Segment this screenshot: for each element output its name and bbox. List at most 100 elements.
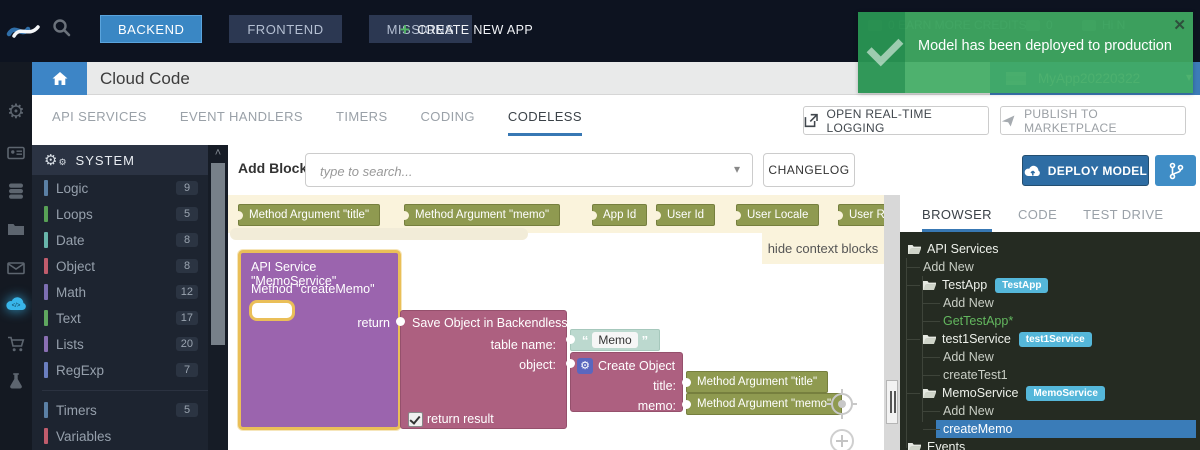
tree-item-add-new[interactable]: Add New — [900, 258, 1200, 276]
category-lists[interactable]: Lists 20 — [32, 331, 208, 357]
panel-tab-test-drive[interactable]: TEST DRIVE — [1083, 207, 1164, 222]
string-value[interactable]: Memo — [592, 332, 638, 348]
zoom-in-button[interactable] — [828, 427, 856, 450]
tree-folder-memoservice[interactable]: MemoService MemoService — [900, 384, 1200, 402]
tree-folder-testapp[interactable]: TestApp TestApp — [900, 276, 1200, 294]
context-block[interactable]: User Ro — [833, 204, 884, 226]
scroll-up-arrow[interactable]: ˄ — [214, 147, 222, 159]
block-search-input[interactable] — [318, 155, 722, 187]
search-icon[interactable] — [52, 18, 72, 38]
panel-tab-browser[interactable]: BROWSER — [922, 207, 992, 232]
gears-icon: ⚙⚙ — [44, 151, 68, 169]
workspace-tab-backend[interactable]: BACKEND — [100, 15, 203, 43]
tab-timers[interactable]: TIMERS — [336, 109, 388, 124]
context-block[interactable]: User Locale — [731, 204, 820, 226]
section-nav-row: API SERVICES EVENT HANDLERS TIMERS CODING CO… — [32, 95, 1200, 145]
create-new-app-button[interactable]: + CREATE NEW APP — [400, 20, 534, 39]
sidebar-system-header[interactable]: ⚙⚙ SYSTEM — [32, 145, 208, 175]
tree-guide-line — [922, 276, 923, 422]
publish-to-marketplace-button[interactable]: PUBLISH TO MARKETPLACE — [1000, 106, 1186, 135]
tab-coding[interactable]: CODING — [420, 109, 475, 124]
block-categories-sidebar: ⚙⚙ SYSTEM Logic 9 Loops 5 Date 8 Object 8 Math 12… — [32, 145, 208, 450]
changelog-button[interactable]: CHANGELOG — [763, 153, 855, 187]
tab-codeless[interactable]: CODELESS — [507, 109, 582, 136]
context-block[interactable]: Method Argument "title" — [233, 204, 381, 226]
marketplace-cart-icon[interactable] — [0, 327, 32, 361]
category-text[interactable]: Text 17 — [32, 305, 208, 331]
messaging-mail-icon[interactable] — [0, 251, 32, 285]
backendless-logo-icon[interactable] — [6, 16, 42, 44]
codeless-canvas[interactable]: Add Block: ▾ CHANGELOG Method Argument "… — [228, 145, 884, 450]
memo-string-block[interactable]: “ Memo ” — [566, 329, 660, 351]
method-argument-title-block[interactable]: Method Argument "title" — [681, 371, 829, 393]
category-date[interactable]: Date 8 — [32, 227, 208, 253]
context-strip-scrollbar[interactable] — [230, 228, 528, 240]
deploy-model-button[interactable]: DEPLOY MODEL — [1022, 155, 1149, 186]
context-blocks-strip: Method Argument "title" Method Argument "… — [228, 195, 884, 233]
tree-folder-test1service[interactable]: test1Service test1Service — [900, 330, 1200, 348]
center-canvas-button[interactable] — [826, 388, 858, 420]
context-block[interactable]: Method Argument "memo" — [399, 204, 561, 226]
left-icon-rail: ⚙ </> — [0, 62, 32, 450]
tree-item-creatememo[interactable]: createMemo — [900, 420, 1200, 438]
service-badge: TestApp — [995, 277, 1049, 293]
folder-icon — [923, 334, 936, 344]
category-loops[interactable]: Loops 5 — [32, 201, 208, 227]
tree-folder-api-services[interactable]: API Services — [900, 240, 1200, 258]
git-branch-button[interactable] — [1155, 155, 1196, 186]
category-math[interactable]: Math 12 — [32, 279, 208, 305]
tab-event-handlers[interactable]: EVENT HANDLERS — [179, 109, 303, 124]
block-search-combobox[interactable]: ▾ — [305, 153, 753, 187]
tree-item-createtest1[interactable]: createTest1 — [900, 366, 1200, 384]
api-service-block[interactable]: API Service "MemoService" Method "create… — [238, 250, 401, 430]
category-count-badge: 7 — [176, 363, 198, 377]
tree-item-gettestapp-[interactable]: GetTestApp* — [900, 312, 1200, 330]
cloud-code-icon[interactable]: </> — [0, 287, 32, 321]
create-object-block[interactable]: ⚙ Create Object title: memo: — [566, 352, 683, 413]
scrollbar-thumb[interactable] — [886, 380, 898, 424]
sidebar-scrollbar[interactable]: ˄ — [208, 145, 228, 450]
return-result-checkbox[interactable] — [408, 412, 423, 427]
toast-close-icon[interactable]: ✕ — [1173, 17, 1186, 34]
folder-icon — [923, 388, 936, 398]
database-icon[interactable] — [0, 174, 32, 208]
users-card-icon[interactable] — [0, 136, 32, 170]
category-count-badge: 8 — [176, 259, 198, 273]
workspace-tab-missions[interactable]: MISSIONS — [368, 15, 473, 43]
open-realtime-logging-button[interactable]: OPEN REAL-TIME LOGGING — [803, 106, 989, 135]
canvas-vertical-scrollbar[interactable] — [884, 195, 900, 450]
category-regexp[interactable]: RegExp 7 — [32, 357, 208, 383]
home-icon — [52, 72, 67, 85]
mutator-gear-icon[interactable]: ⚙ — [577, 358, 593, 374]
git-branch-icon — [1169, 162, 1183, 179]
category-object[interactable]: Object 8 — [32, 253, 208, 279]
model-browser-panel: DEPLOY MODEL BROWSER CODE TEST DRIVE API S… — [900, 145, 1200, 450]
method-argument-memo-block[interactable]: Method Argument "memo" — [681, 393, 843, 415]
files-folder-icon[interactable] — [0, 212, 32, 246]
category-timers[interactable]: Timers 5 — [32, 397, 208, 423]
lab-flask-icon[interactable] — [0, 364, 32, 398]
tree-item-add-new[interactable]: Add New — [900, 402, 1200, 420]
tree-item-add-new[interactable]: Add New — [900, 294, 1200, 312]
tree-folder-events[interactable]: Events — [900, 438, 1200, 450]
hide-context-blocks-link[interactable]: hide context blocks — [762, 233, 884, 264]
combobox-caret-icon[interactable]: ▾ — [733, 162, 740, 176]
context-block[interactable]: User Id — [651, 204, 716, 226]
category-color-bar — [44, 362, 48, 378]
context-block[interactable]: App Id — [587, 204, 648, 226]
save-object-block[interactable]: Save Object in Backendless table name: o… — [396, 310, 568, 429]
scrollbar-thumb[interactable] — [211, 163, 225, 345]
statement-socket[interactable] — [249, 300, 295, 321]
home-button[interactable] — [32, 62, 87, 95]
tree-item-add-new[interactable]: Add New — [900, 348, 1200, 366]
divider — [42, 390, 208, 391]
category-variables[interactable]: Variables — [32, 423, 208, 449]
settings-gear-icon[interactable]: ⚙ — [7, 100, 25, 123]
category-count-badge: 20 — [175, 337, 198, 351]
workspace-tab-frontend[interactable]: FRONTEND — [229, 15, 342, 43]
panel-tab-code[interactable]: CODE — [1017, 207, 1058, 222]
category-logic[interactable]: Logic 9 — [32, 175, 208, 201]
folder-icon — [908, 244, 921, 254]
tab-api-services[interactable]: API SERVICES — [52, 109, 147, 124]
